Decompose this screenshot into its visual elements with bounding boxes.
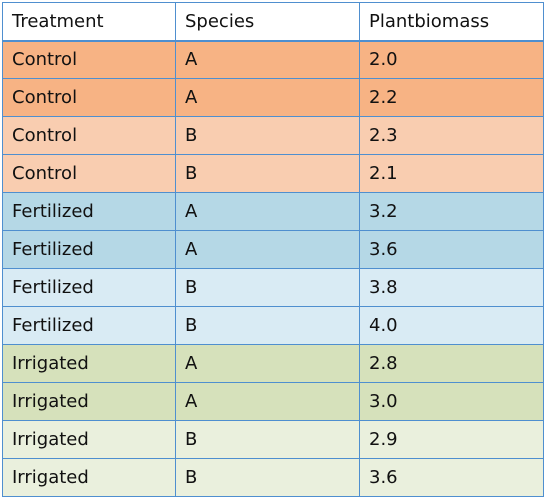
species-cell: B [175,458,360,497]
biomass-cell: 2.9 [359,420,544,459]
table-row: Fertilized A 3.2 [2,192,544,231]
header-species: Species [175,2,360,41]
biomass-cell: 3.6 [359,458,544,497]
header-treatment: Treatment [2,2,176,41]
table-row: Control B 2.3 [2,116,544,155]
treatment-cell: Irrigated [2,344,176,383]
biomass-cell: 2.2 [359,78,544,117]
header-plantbiomass: Plantbiomass [359,2,544,41]
table-row: Fertilized A 3.6 [2,230,544,269]
header-row: Treatment Species Plantbiomass [2,2,544,41]
species-cell: B [175,306,360,345]
treatment-cell: Fertilized [2,268,176,307]
treatment-cell: Fertilized [2,230,176,269]
treatment-cell: Fertilized [2,306,176,345]
treatment-cell: Control [2,154,176,193]
treatment-cell: Fertilized [2,192,176,231]
table-row: Control A 2.2 [2,78,544,117]
species-cell: A [175,344,360,383]
species-cell: A [175,78,360,117]
table-row: Fertilized B 3.8 [2,268,544,307]
table-row: Irrigated B 3.6 [2,458,544,497]
biomass-cell: 3.8 [359,268,544,307]
biomass-cell: 2.0 [359,40,544,79]
species-cell: B [175,420,360,459]
biomass-cell: 4.0 [359,306,544,345]
biomass-cell: 3.0 [359,382,544,421]
table-row: Irrigated A 2.8 [2,344,544,383]
biomass-cell: 2.1 [359,154,544,193]
species-cell: A [175,230,360,269]
treatment-cell: Irrigated [2,420,176,459]
biomass-cell: 2.3 [359,116,544,155]
treatment-cell: Control [2,78,176,117]
table-row: Control A 2.0 [2,40,544,79]
species-cell: A [175,192,360,231]
biomass-cell: 3.2 [359,192,544,231]
treatment-cell: Control [2,40,176,79]
treatment-cell: Irrigated [2,458,176,497]
species-cell: A [175,40,360,79]
biomass-cell: 3.6 [359,230,544,269]
biomass-cell: 2.8 [359,344,544,383]
species-cell: B [175,116,360,155]
species-cell: B [175,268,360,307]
species-cell: A [175,382,360,421]
treatment-cell: Control [2,116,176,155]
table-row: Fertilized B 4.0 [2,306,544,345]
table-row: Control B 2.1 [2,154,544,193]
table-row: Irrigated B 2.9 [2,420,544,459]
species-cell: B [175,154,360,193]
treatment-cell: Irrigated [2,382,176,421]
table-row: Irrigated A 3.0 [2,382,544,421]
